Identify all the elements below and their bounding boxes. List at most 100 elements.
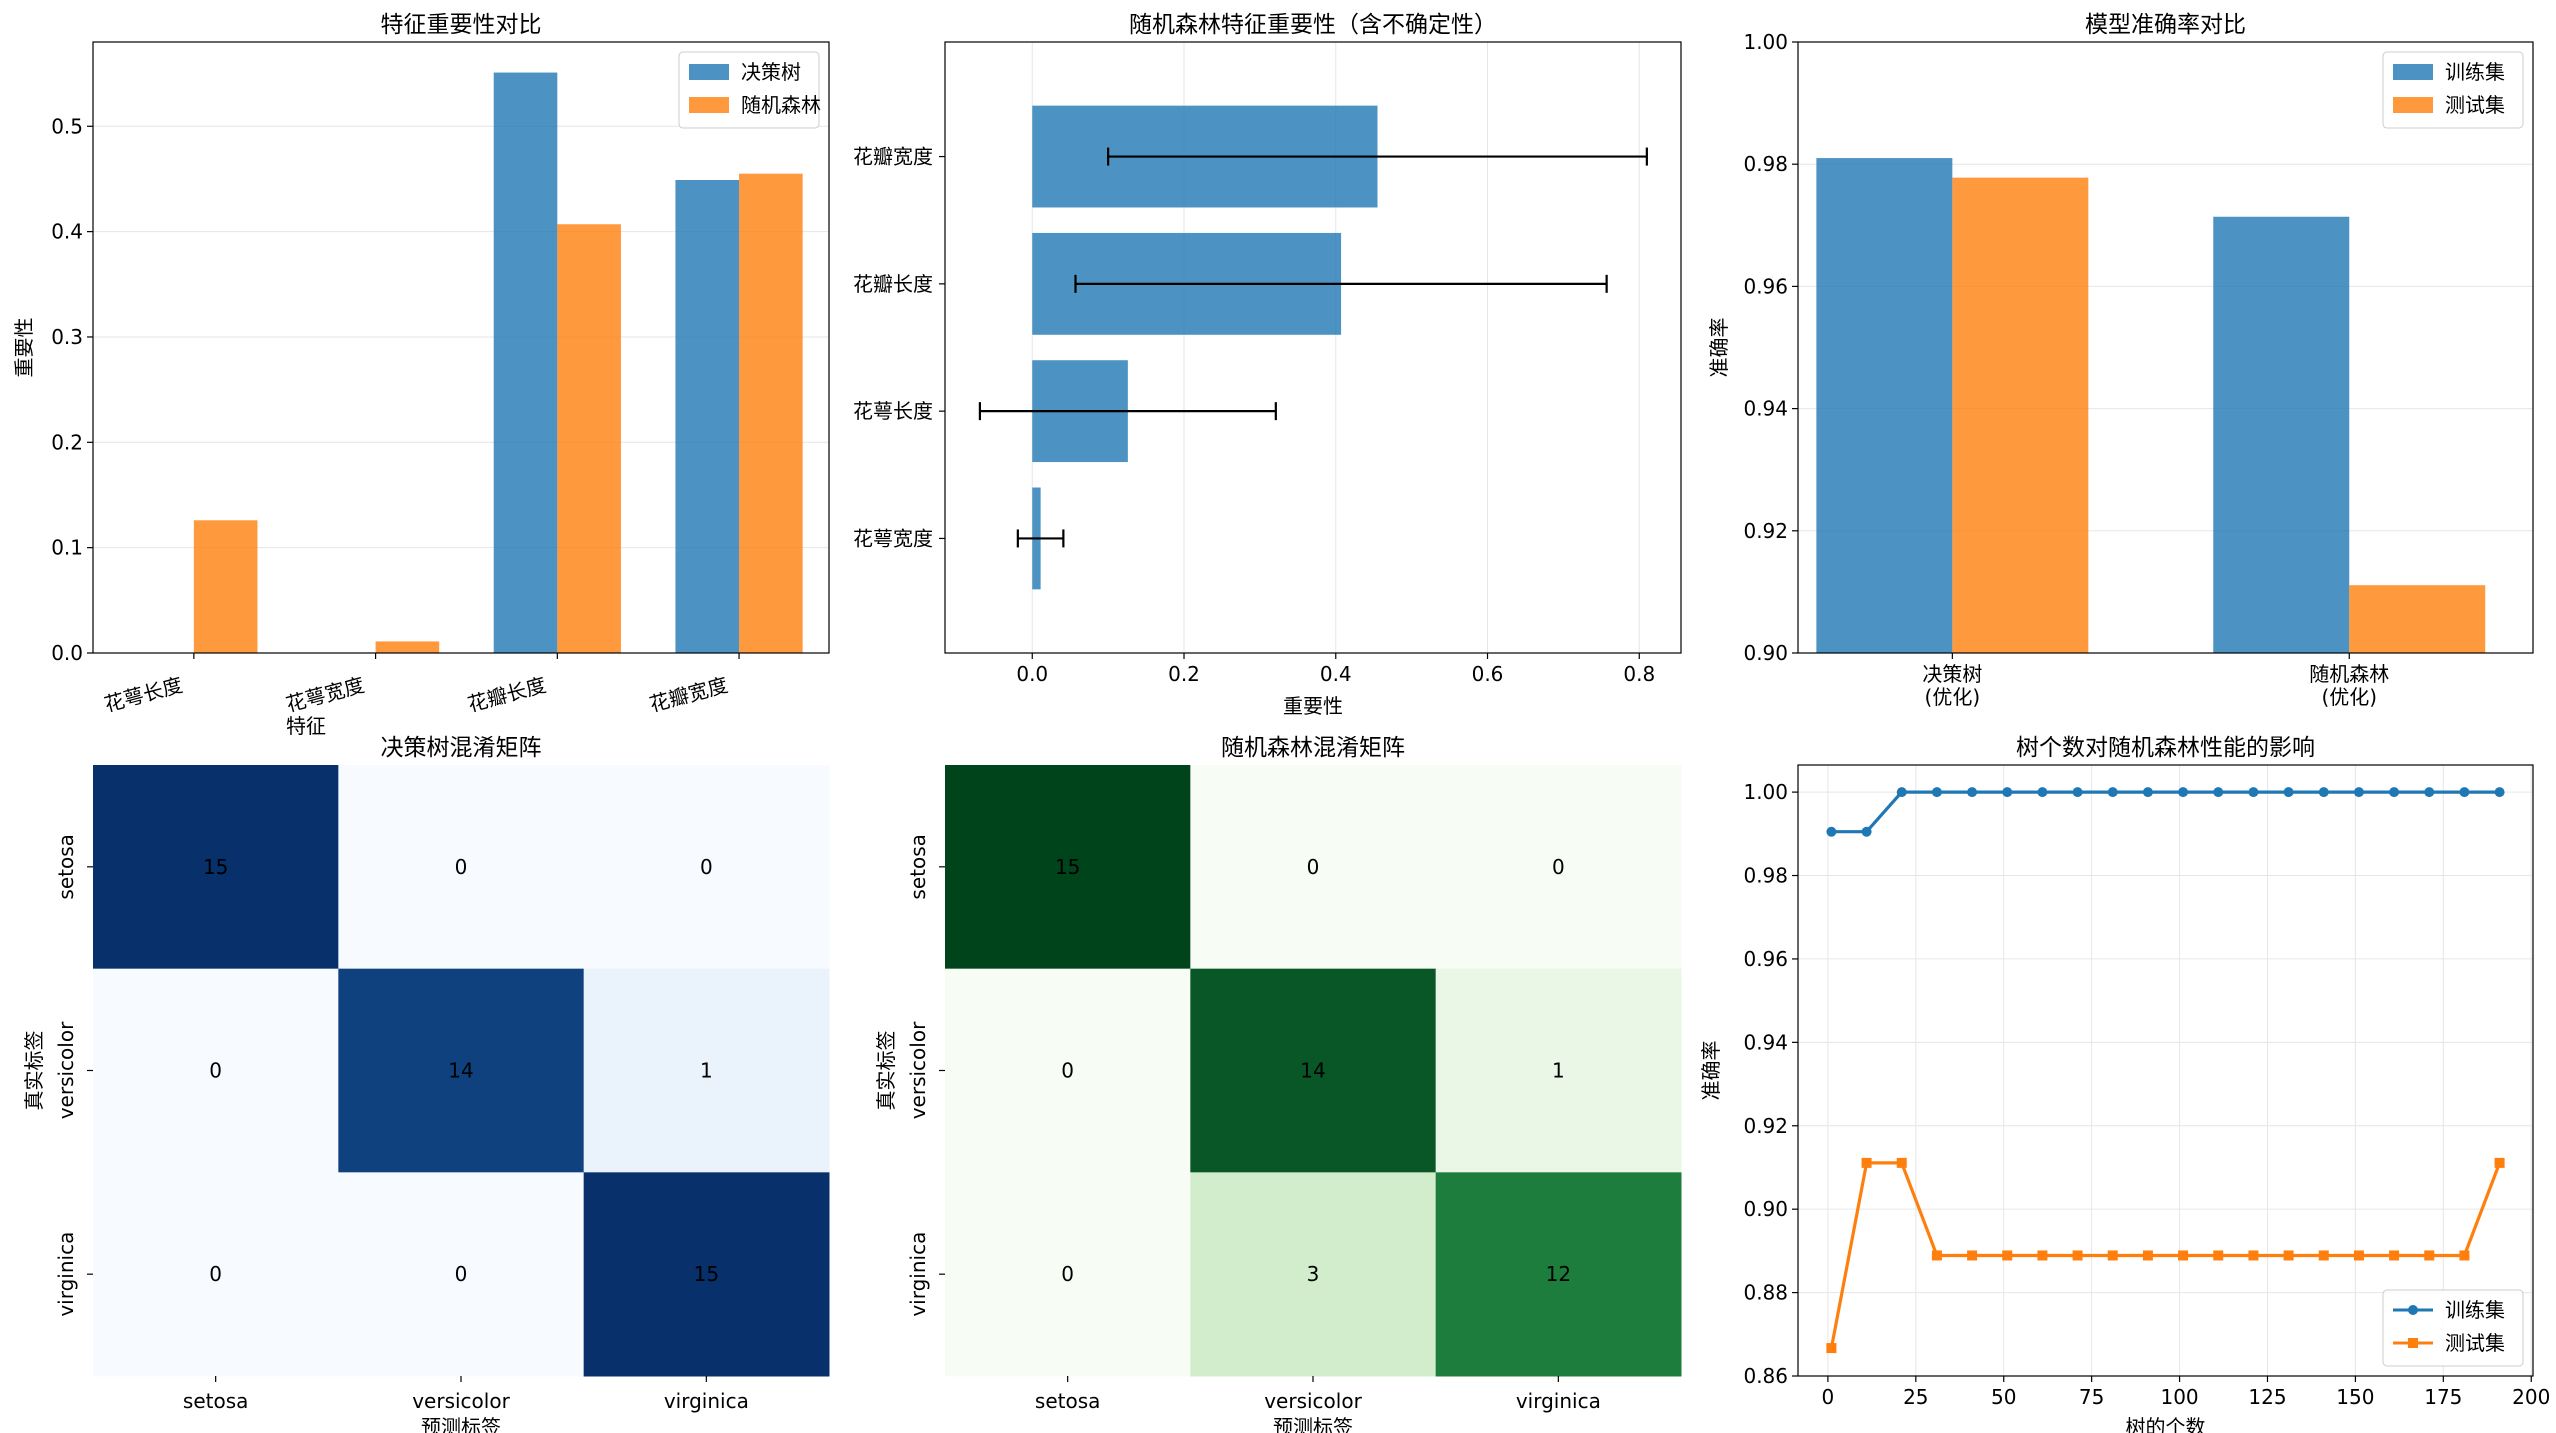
- ytick-label: 花瓣长度: [853, 272, 933, 296]
- cell-value: 0: [1307, 855, 1320, 879]
- xtick-label: 100: [2160, 1385, 2198, 1409]
- data-point-train: [2494, 787, 2505, 798]
- xtick-label: 花萼宽度: [283, 673, 366, 717]
- data-point-train: [2002, 787, 2013, 798]
- xtick-label: setosa: [1035, 1389, 1100, 1413]
- data-point-test: [2002, 1250, 2013, 1261]
- ytick-label: 0.5: [51, 114, 83, 138]
- cell-value: 0: [455, 1262, 468, 1286]
- data-point-test: [1931, 1250, 1942, 1261]
- ytick-label: 0.1: [51, 536, 83, 560]
- chart-title: 随机森林混淆矩阵: [1221, 735, 1405, 761]
- data-point-train: [2318, 787, 2329, 798]
- heatmap-cell: [583, 968, 830, 1173]
- heatmap-cell: [1435, 968, 1682, 1173]
- cell-value: 14: [448, 1059, 473, 1083]
- ytick-label: versicolor: [906, 1021, 930, 1119]
- data-point-test: [1896, 1157, 1907, 1168]
- data-point-test: [2424, 1250, 2435, 1261]
- chart-accuracy-compare: 0.90 0.92 0.94 0.96 0.98 1.00 决策树(优化) 随机森林(优化) 模…: [1707, 12, 2534, 709]
- data-point-test: [2318, 1250, 2329, 1261]
- x-axis-label: 树的个数: [2126, 1415, 2206, 1433]
- data-point-test: [1967, 1250, 1978, 1261]
- bar-train: [1816, 158, 1953, 653]
- chart-feature-importance: 0.0 0.1 0.2 0.3 0.4 0.5 花萼长度 花萼宽度 花瓣长度 花瓣宽度 特征重要性对…: [12, 12, 830, 738]
- cell-value: 0: [209, 1059, 222, 1083]
- heatmap-cell: [945, 1172, 1191, 1377]
- xtick-label: 0.4: [1320, 662, 1352, 686]
- xtick-label: 花瓣宽度: [647, 673, 730, 717]
- data-point-test: [2353, 1250, 2364, 1261]
- data-point-train: [2072, 787, 2083, 798]
- ytick-label: 1.00: [1743, 30, 1788, 54]
- legend-marker: [2408, 1305, 2418, 1315]
- data-point-train: [1861, 826, 1872, 837]
- heatmap-cell: [93, 765, 339, 970]
- ytick-label: 0.3: [51, 325, 83, 349]
- y-axis-label: 真实标签: [22, 1031, 46, 1111]
- data-point-test: [2389, 1250, 2400, 1261]
- ytick-label: 0.90: [1743, 641, 1788, 665]
- heatmap-cell: [1190, 765, 1437, 970]
- cell-value: 0: [1061, 1262, 1074, 1286]
- cell-value: 15: [203, 855, 228, 879]
- cell-value: 0: [1552, 855, 1565, 879]
- data-point-train: [2178, 787, 2189, 798]
- ytick-label: setosa: [54, 834, 78, 899]
- xtick-label: 0.6: [1472, 662, 1504, 686]
- heatmap-cell: [1190, 1172, 1437, 1377]
- data-point-train: [2213, 787, 2224, 798]
- ytick-label: 0.90: [1743, 1197, 1788, 1221]
- chart-title: 特征重要性对比: [381, 12, 542, 38]
- ytick-label: 花萼宽度: [853, 526, 933, 550]
- heatmap-cell: [93, 1172, 339, 1377]
- data-point-test: [1826, 1343, 1837, 1354]
- x-axis-label: 重要性: [1283, 694, 1343, 718]
- heatmap-cell: [945, 968, 1191, 1173]
- ytick-label: 0.88: [1743, 1281, 1788, 1305]
- legend-label: 随机森林: [741, 93, 821, 117]
- xtick-label: virginica: [1516, 1389, 1601, 1413]
- data-point-test: [2213, 1250, 2224, 1261]
- bar-random-forest: [375, 641, 440, 653]
- bar-test: [2349, 585, 2486, 653]
- cell-value: 15: [694, 1262, 719, 1286]
- xtick-label: 0: [1822, 1385, 1835, 1409]
- data-point-train: [2037, 787, 2048, 798]
- cell-value: 1: [700, 1059, 713, 1083]
- xtick-label: 50: [1991, 1385, 2016, 1409]
- heatmap-cell: [338, 968, 585, 1173]
- bar-random-forest: [193, 520, 258, 653]
- ytick-label: virginica: [54, 1232, 78, 1317]
- axes-frame: [1797, 41, 2534, 654]
- bar-test: [1952, 177, 2089, 653]
- data-point-train: [2353, 787, 2364, 798]
- cell-value: 0: [455, 855, 468, 879]
- cell-value: 1: [1552, 1059, 1565, 1083]
- bar-decision-tree: [493, 72, 558, 654]
- ytick-label: versicolor: [54, 1021, 78, 1119]
- xtick-label: versicolor: [1264, 1389, 1362, 1413]
- ytick-label: 0.2: [51, 430, 83, 454]
- bar-train: [2213, 216, 2350, 653]
- data-point-train: [1931, 787, 1942, 798]
- axes-frame: [92, 41, 830, 654]
- data-point-test: [2248, 1250, 2259, 1261]
- legend-swatch: [689, 97, 729, 113]
- legend-label: 训练集: [2445, 60, 2505, 84]
- ytick-label: 0.92: [1743, 1114, 1788, 1138]
- chart-title: 树个数对随机森林性能的影响: [2016, 735, 2315, 761]
- xtick-label: 0.2: [1168, 662, 1200, 686]
- heatmap-cell: [583, 765, 830, 970]
- xtick-label: 花瓣长度: [465, 673, 548, 717]
- ytick-label: 花瓣宽度: [853, 145, 933, 169]
- xtick-label: virginica: [664, 1389, 749, 1413]
- heatmap-cell: [945, 765, 1191, 970]
- xtick-label: 75: [2079, 1385, 2104, 1409]
- x-axis-label: 预测标签: [1273, 1415, 1353, 1433]
- series-line-test: [1829, 1161, 2502, 1349]
- xtick-label: 随机森林(优化): [2309, 662, 2389, 709]
- ytick-label: 0.0: [51, 641, 83, 665]
- y-axis-label: 重要性: [12, 318, 36, 378]
